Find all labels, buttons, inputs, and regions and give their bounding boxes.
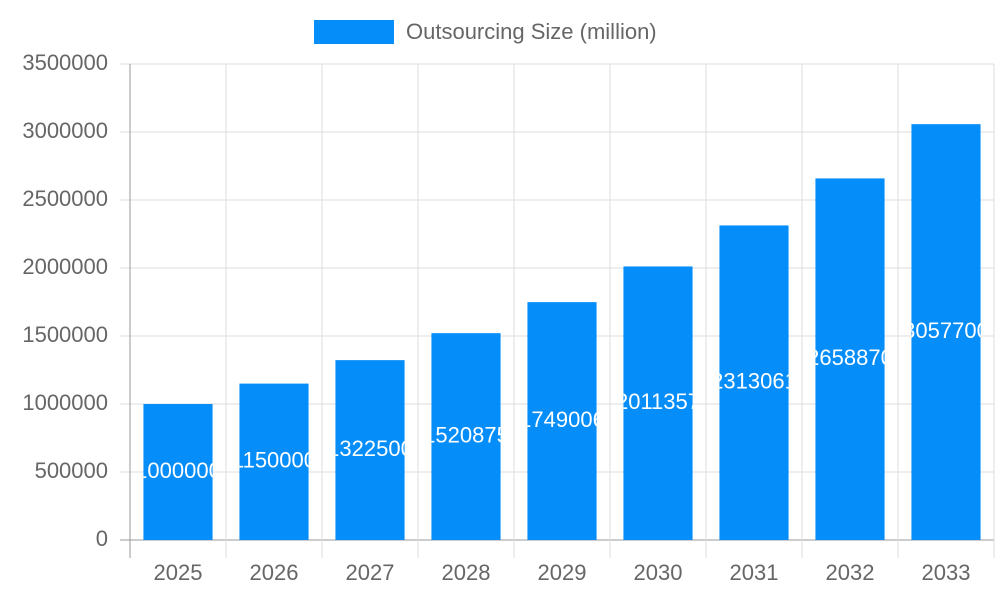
bar bbox=[239, 383, 309, 540]
y-tick-label: 1500000 bbox=[22, 322, 108, 347]
data-label: 1000000 bbox=[135, 458, 221, 483]
x-tick-label: 2027 bbox=[346, 560, 395, 585]
x-tick-label: 2026 bbox=[250, 560, 299, 585]
y-tick-label: 0 bbox=[96, 526, 108, 551]
bar bbox=[527, 302, 597, 540]
y-tick-label: 2000000 bbox=[22, 254, 108, 279]
y-tick-label: 3000000 bbox=[22, 118, 108, 143]
bar bbox=[335, 360, 405, 540]
legend-label: Outsourcing Size (million) bbox=[406, 19, 657, 44]
x-tick-label: 2029 bbox=[538, 560, 587, 585]
x-tick-label: 2031 bbox=[730, 560, 779, 585]
y-tick-label: 1000000 bbox=[22, 390, 108, 415]
bar bbox=[623, 266, 693, 540]
data-label: 2313061 bbox=[711, 369, 797, 394]
data-label: 3057700 bbox=[903, 318, 989, 343]
data-label: 1322500 bbox=[327, 436, 413, 461]
bar bbox=[911, 124, 981, 540]
data-label: 2658870 bbox=[807, 345, 893, 370]
x-tick-label: 2032 bbox=[826, 560, 875, 585]
x-tick-label: 2030 bbox=[634, 560, 683, 585]
y-tick-label: 3500000 bbox=[22, 50, 108, 75]
data-label: 1150000 bbox=[232, 448, 316, 473]
legend-swatch bbox=[314, 20, 394, 44]
bar bbox=[719, 225, 789, 540]
x-tick-label: 2028 bbox=[442, 560, 491, 585]
data-label: 2011357 bbox=[616, 389, 700, 414]
bar bbox=[815, 178, 885, 540]
x-tick-label: 2025 bbox=[154, 560, 203, 585]
data-label: 1520875 bbox=[423, 422, 509, 447]
bar bbox=[143, 404, 213, 540]
data-label: 1749006 bbox=[519, 407, 605, 432]
y-tick-label: 2500000 bbox=[22, 186, 108, 211]
x-tick-label: 2033 bbox=[922, 560, 971, 585]
bar bbox=[431, 333, 501, 540]
y-tick-label: 500000 bbox=[35, 458, 108, 483]
